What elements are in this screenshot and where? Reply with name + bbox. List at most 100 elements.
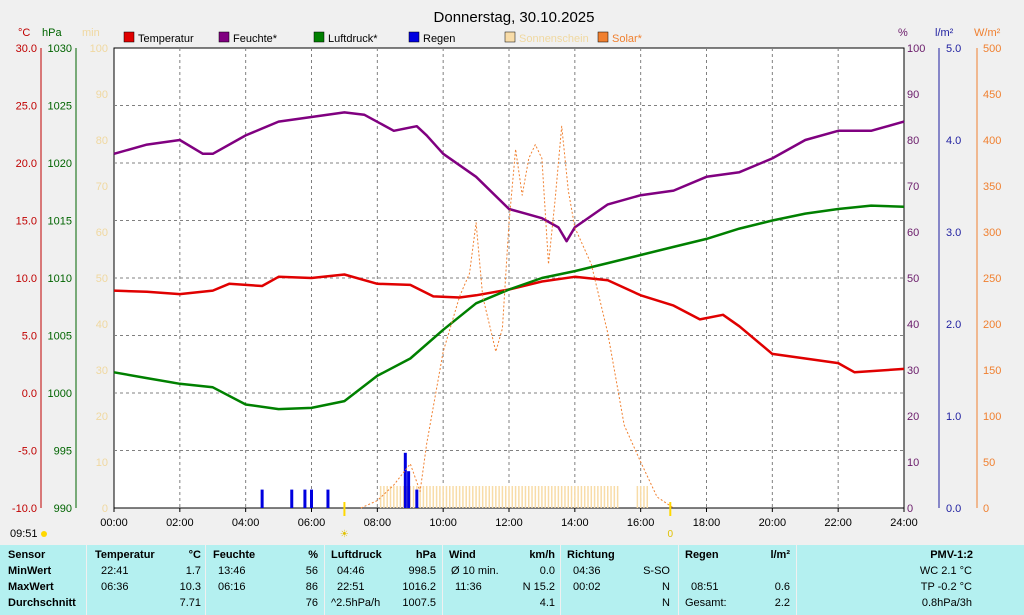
- humidity-min-value: 56: [305, 565, 318, 577]
- row-label-min: MinWert: [8, 565, 52, 577]
- x-tick-label: 20:00: [759, 517, 787, 529]
- solar-axis-tick-label: 100: [983, 411, 1001, 423]
- humidity-axis-tick-label: 20: [907, 411, 919, 423]
- pressure-axis-tick-label: 1030: [48, 43, 72, 55]
- direction-avg-value: N: [662, 597, 670, 609]
- rain-axis-tick-label: 3.0: [946, 227, 961, 239]
- humidity-avg-value: 76: [305, 597, 318, 609]
- minutes-axis-tick-label: 100: [90, 43, 108, 55]
- solar-axis-tick-label: 150: [983, 365, 1001, 377]
- minutes-axis-tick-label: 70: [96, 181, 108, 193]
- x-tick-label: 16:00: [627, 517, 655, 529]
- minutes-axis-tick-label: 30: [96, 365, 108, 377]
- humidity-min-time: 13:46: [218, 565, 246, 577]
- x-tick-label: 14:00: [561, 517, 589, 529]
- humidity-header: Feuchte: [213, 549, 256, 561]
- row-label-max: MaxWert: [8, 581, 54, 593]
- humidity-axis-tick-label: 30: [907, 365, 919, 377]
- rain-unit: l/m²: [770, 549, 790, 561]
- legend-swatch: [504, 31, 516, 43]
- humidity-axis-tick-label: 10: [907, 457, 919, 469]
- sun-time-label: ☀: [340, 529, 349, 540]
- series-line-temperatur: [113, 273, 905, 374]
- axis-unit-solar: W/m²: [974, 27, 1001, 39]
- rain-axis-tick-label: 5.0: [946, 43, 961, 55]
- legend-swatch: [313, 31, 325, 43]
- rain-bar: [310, 489, 313, 508]
- minutes-axis-tick-label: 0: [102, 503, 108, 515]
- humidity-axis-tick-label: 80: [907, 135, 919, 147]
- x-tick-label: 08:00: [364, 517, 392, 529]
- humidity-axis-tick-label: 50: [907, 273, 919, 285]
- direction-header: Richtung: [567, 549, 615, 561]
- temperature-axis-tick-label: -5.0: [18, 446, 37, 458]
- minutes-axis-tick-label: 80: [96, 135, 108, 147]
- wind-column: Wind km/h Ø 10 min. 0.0 11:36 N 15.2 4.1: [442, 545, 560, 615]
- rain-axis-tick-label: 2.0: [946, 319, 961, 331]
- rain-bar: [403, 452, 407, 508]
- temperature-axis-tick-label: 10.0: [16, 273, 37, 285]
- sun-time-label: 0: [668, 529, 674, 540]
- statistics-panel: Sensor MinWert MaxWert Durchschnitt Temp…: [0, 545, 1024, 615]
- pressure-axis-tick-label: 1015: [48, 216, 72, 228]
- temperature-axis-tick-label: 5.0: [22, 331, 37, 343]
- solar-axis-tick-label: 50: [983, 457, 995, 469]
- x-tick-label: 24:00: [890, 517, 918, 529]
- series-line-solar: [360, 125, 674, 509]
- rain-axis-tick-label: 1.0: [946, 411, 961, 423]
- wind-min-value: 0.0: [539, 565, 555, 577]
- rain-bar: [407, 471, 411, 508]
- row-label-avg: Durchschnitt: [8, 597, 76, 609]
- legend-swatch: [123, 31, 135, 43]
- humidity-axis-tick-label: 90: [907, 89, 919, 101]
- legend-label: Solar*: [612, 33, 643, 45]
- direction-max-value: N: [662, 581, 670, 593]
- legend-swatch: [597, 31, 609, 43]
- temperature-min-value: 1.7: [185, 565, 201, 577]
- axis-unit-humid: %: [898, 27, 908, 39]
- humidity-axis-tick-label: 40: [907, 319, 919, 331]
- solar-axis-tick-label: 500: [983, 43, 1001, 55]
- wind-max-value: N 15.2: [522, 581, 555, 593]
- x-tick-label: 06:00: [298, 517, 326, 529]
- axis-unit-mins: min: [82, 27, 100, 39]
- pressure-max-value: 1016.2: [402, 581, 436, 593]
- temperature-axis-tick-label: 30.0: [16, 43, 37, 55]
- rain-total-label: Gesamt:: [685, 597, 727, 609]
- pressure-axis-tick-label: 990: [54, 503, 72, 515]
- rain-max-value: 0.6: [774, 581, 790, 593]
- rain-bar: [303, 489, 307, 508]
- temperature-min-time: 22:41: [101, 565, 129, 577]
- chart-svg: 30.025.020.015.010.05.00.0-5.0-10.010301…: [10, 9, 1001, 540]
- pressure-axis-tick-label: 1010: [48, 273, 72, 285]
- pressure-axis-tick-label: 1025: [48, 101, 72, 113]
- pressure-unit: hPa: [415, 549, 436, 561]
- solar-axis-tick-label: 200: [983, 319, 1001, 331]
- pressure-avg-value: 1007.5: [402, 597, 436, 609]
- pressure-min-value: 998.5: [408, 565, 436, 577]
- legend-swatch: [218, 31, 230, 43]
- temperature-axis-tick-label: 15.0: [16, 216, 37, 228]
- temperature-column: Temperatur °C 22:41 1.7 06:36 10.3 7.71: [86, 545, 205, 615]
- axis-unit-press: hPa: [42, 27, 62, 39]
- pmv-pressure-trend: 0.8hPa/3h: [921, 597, 972, 609]
- rain-axis-tick-label: 0.0: [946, 503, 961, 515]
- legend-label: Temperatur: [138, 33, 194, 45]
- humidity-max-time: 06:16: [218, 581, 246, 593]
- x-tick-label: 04:00: [232, 517, 260, 529]
- rain-bar: [290, 489, 294, 508]
- x-tick-label: 10:00: [429, 517, 457, 529]
- pressure-axis-tick-label: 995: [54, 446, 72, 458]
- pressure-max-time: 22:51: [337, 581, 365, 593]
- humidity-max-value: 86: [305, 581, 318, 593]
- temperature-axis-tick-label: 0.0: [22, 388, 37, 400]
- rain-bar: [415, 489, 419, 508]
- rain-bar: [326, 489, 330, 508]
- minutes-axis-tick-label: 20: [96, 411, 108, 423]
- x-tick-label: 18:00: [693, 517, 721, 529]
- axis-unit-temp: °C: [18, 27, 30, 39]
- solar-axis-tick-label: 300: [983, 227, 1001, 239]
- rain-header: Regen: [685, 549, 719, 561]
- legend-label: Luftdruck*: [328, 33, 378, 45]
- pressure-axis-tick-label: 1005: [48, 331, 72, 343]
